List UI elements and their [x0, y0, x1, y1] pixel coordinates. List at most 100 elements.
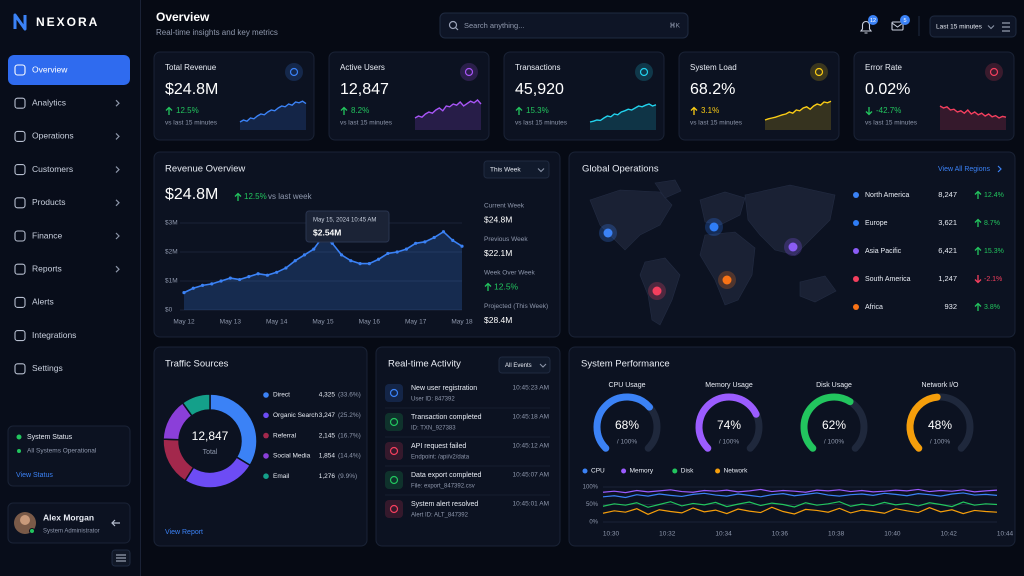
logout-icon[interactable] — [111, 519, 120, 527]
map-land — [699, 231, 756, 306]
chevron — [115, 199, 120, 207]
gauge-value-label: 48% — [928, 418, 952, 432]
card — [153, 346, 368, 547]
region-dot — [853, 304, 859, 310]
activity-icon-glyph — [389, 446, 399, 456]
kpi-note: vs last 15 minutes — [340, 120, 393, 127]
kpi-change: 8.2% — [351, 106, 369, 115]
trend-arrow — [484, 282, 492, 291]
legend-dot — [263, 412, 269, 419]
activity-time: 10:45:18 AM — [513, 414, 550, 421]
sparkline — [239, 100, 307, 123]
legend-dot — [263, 432, 269, 439]
nav-icon — [14, 97, 26, 109]
x-tick-label: 10:44 — [997, 531, 1014, 538]
activity-icon — [385, 413, 403, 431]
nav-item[interactable]: Integrations — [32, 330, 76, 340]
legend-percent: (16.7%) — [338, 432, 361, 439]
legend-dot — [263, 453, 269, 459]
card-title: Revenue Overview — [165, 164, 245, 175]
kpi-note: vs last 15 minutes — [690, 120, 743, 127]
line-point — [339, 253, 344, 257]
donut-segment — [181, 393, 211, 417]
sparkline-area — [590, 104, 656, 130]
nav-item[interactable]: Analytics — [32, 97, 66, 107]
bell-icon[interactable] — [859, 20, 873, 34]
y-tick-label: $1M — [165, 278, 178, 285]
trend-arrow — [974, 302, 982, 311]
sparkline — [764, 100, 832, 121]
card-title: Global Operations — [582, 164, 659, 175]
status-title: System Status — [27, 434, 73, 441]
kpi-label: Total Revenue — [165, 63, 217, 72]
activity-icon — [385, 384, 403, 402]
line-point — [358, 262, 362, 266]
legend-dot — [582, 468, 588, 474]
region-name: Africa — [865, 304, 883, 311]
legend-label: Direct — [273, 392, 290, 399]
legend-label: Memory — [630, 468, 654, 475]
search-icon — [455, 27, 459, 31]
legend-value: 2,145 — [319, 432, 336, 439]
time-range[interactable] — [929, 15, 1017, 38]
legend-dot — [672, 468, 678, 474]
filter-icon — [1002, 22, 1010, 32]
kpi-change: -42.7% — [876, 106, 901, 115]
nav-item[interactable]: Alerts — [32, 297, 54, 307]
x-tick-label: May 18 — [451, 319, 473, 326]
region-name: North America — [865, 192, 909, 199]
chevron-down — [539, 363, 547, 368]
nav-item[interactable]: Products — [32, 197, 66, 207]
nav-icon — [14, 164, 26, 176]
line-point — [441, 230, 446, 234]
legend-value: 1,276 — [319, 473, 336, 480]
chevron — [997, 165, 1002, 173]
line-point — [423, 240, 427, 244]
region-value: 3,621 — [938, 218, 957, 227]
region-name: Asia Pacific — [865, 248, 902, 255]
nav-item[interactable]: Settings — [32, 363, 63, 373]
search-icon — [448, 20, 458, 30]
chevron — [115, 265, 120, 273]
kpi-note: vs last 15 minutes — [515, 120, 568, 127]
nav-item[interactable]: Operations — [32, 131, 74, 141]
y-tick-label: $2M — [165, 249, 178, 256]
gauge-max-label: / 100% — [824, 439, 844, 446]
kpi-value: 0.02% — [865, 81, 910, 98]
region-change: 3.8% — [984, 304, 1000, 311]
status-link[interactable]: View Status — [16, 472, 53, 479]
filter-select[interactable] — [498, 356, 551, 374]
card — [153, 51, 315, 141]
region-name: Europe — [865, 220, 888, 227]
y-tick-label: $3M — [165, 220, 178, 227]
stat-value: 12.5% — [494, 281, 519, 291]
mail-icon[interactable] — [891, 21, 904, 31]
stat-value: $24.8M — [484, 214, 512, 224]
nav-item[interactable]: Overview — [32, 64, 68, 74]
card-title: System Performance — [581, 359, 670, 370]
nav-item[interactable]: Reports — [32, 263, 62, 273]
activity-time: 10:45:12 AM — [513, 443, 550, 450]
activity-detail: Endpoint: /api/v2/data — [411, 455, 470, 461]
nav-item[interactable]: Finance — [32, 230, 63, 240]
nav-item[interactable]: Customers — [32, 164, 73, 174]
legend-label: Referral — [273, 432, 297, 439]
activity-icon-glyph — [389, 504, 399, 514]
search-box[interactable] — [439, 12, 689, 39]
gauge-value-label: 74% — [717, 418, 741, 432]
nav-active — [8, 55, 130, 85]
period-select[interactable] — [483, 160, 550, 179]
card-link[interactable]: View Report — [165, 529, 203, 536]
kpi-change: 3.1% — [701, 106, 719, 115]
card-link[interactable]: View All Regions — [938, 166, 991, 173]
card — [853, 51, 1015, 141]
trend-arrow — [974, 190, 982, 199]
line-point — [247, 275, 251, 279]
map-marker — [603, 228, 613, 238]
badge — [900, 15, 910, 25]
tooltip-value: $2.54M — [313, 227, 341, 237]
trend-arrow — [865, 107, 873, 116]
chevron — [115, 166, 120, 174]
line-point — [228, 276, 232, 280]
legend-percent: (33.6%) — [338, 392, 361, 399]
